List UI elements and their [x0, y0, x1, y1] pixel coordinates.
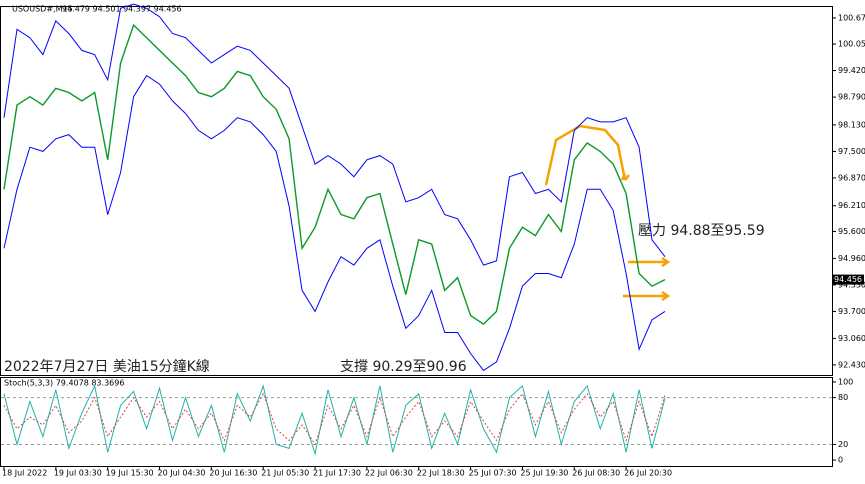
y-tick-label: 97.500	[838, 147, 865, 156]
y-tick-label: 96.210	[838, 201, 865, 210]
x-tick-label: 25 Jul 19:30	[520, 469, 568, 478]
y-tick-label: 92.430	[838, 360, 865, 369]
y-tick-label: 94.330	[838, 280, 865, 289]
x-tick-label: 20 Jul 16:30	[209, 469, 257, 478]
y-tick-label: 100.670	[838, 13, 865, 22]
arrows	[544, 124, 671, 302]
x-tick-label: 20 Jul 04:30	[158, 469, 206, 478]
stoch-label: Stoch(5,3,3) 79.4078 83.3696	[4, 379, 124, 388]
last-price-box	[832, 274, 864, 285]
band-line	[3, 74, 666, 372]
x-tick-label: 21 Jul 05:30	[261, 469, 309, 478]
x-tick-label: 21 Jul 17:30	[313, 469, 361, 478]
y-tick-label: 98.790	[838, 93, 865, 102]
y-tick-label: 95.600	[838, 227, 865, 236]
x-tick-label: 26 Jul 08:30	[572, 469, 620, 478]
stoch-panel	[0, 377, 833, 467]
ohlc: 94.479 94.501 94.397 94.456	[62, 5, 182, 14]
y-tick-label: 98.130	[838, 120, 865, 129]
y-tick-label: 96.870	[838, 173, 865, 182]
last-price-label: 94.456	[834, 275, 862, 284]
x-tick-label: 19 Jul 03:30	[54, 469, 102, 478]
y-tick-label: 93.060	[838, 334, 865, 343]
x-tick-label: 18 Jul 2022	[2, 469, 47, 478]
y-tick-label: 20	[838, 440, 848, 449]
price-line	[3, 23, 666, 325]
y-tick-label: 100.050	[838, 40, 865, 49]
x-tick-label: 19 Jul 15:30	[106, 469, 154, 478]
annotation: 壓力 94.88至95.59	[638, 223, 765, 239]
price-panel	[0, 6, 833, 376]
x-tick-label: 25 Jul 07:30	[469, 469, 517, 478]
x-tick-label: 22 Jul 18:30	[417, 469, 465, 478]
y-tick-label: 99.420	[838, 66, 865, 75]
symbol: USOUSD#,M15	[12, 5, 73, 14]
y-tick-label: 93.700	[838, 307, 865, 316]
y-tick-label: 80	[838, 393, 848, 402]
stoch-line	[3, 392, 666, 446]
annotation: 支撐 90.29至90.96	[340, 359, 467, 375]
annotation: 2022年7月27日 美油15分鐘K線	[4, 358, 210, 375]
y-tick-label: 100	[838, 377, 853, 386]
y-tick-label: 94.960	[838, 254, 865, 263]
x-tick-label: 22 Jul 06:30	[365, 469, 413, 478]
band-line	[3, 3, 666, 266]
x-tick-label: 26 Jul 20:30	[624, 469, 672, 478]
y-tick-label: 0	[838, 456, 843, 465]
